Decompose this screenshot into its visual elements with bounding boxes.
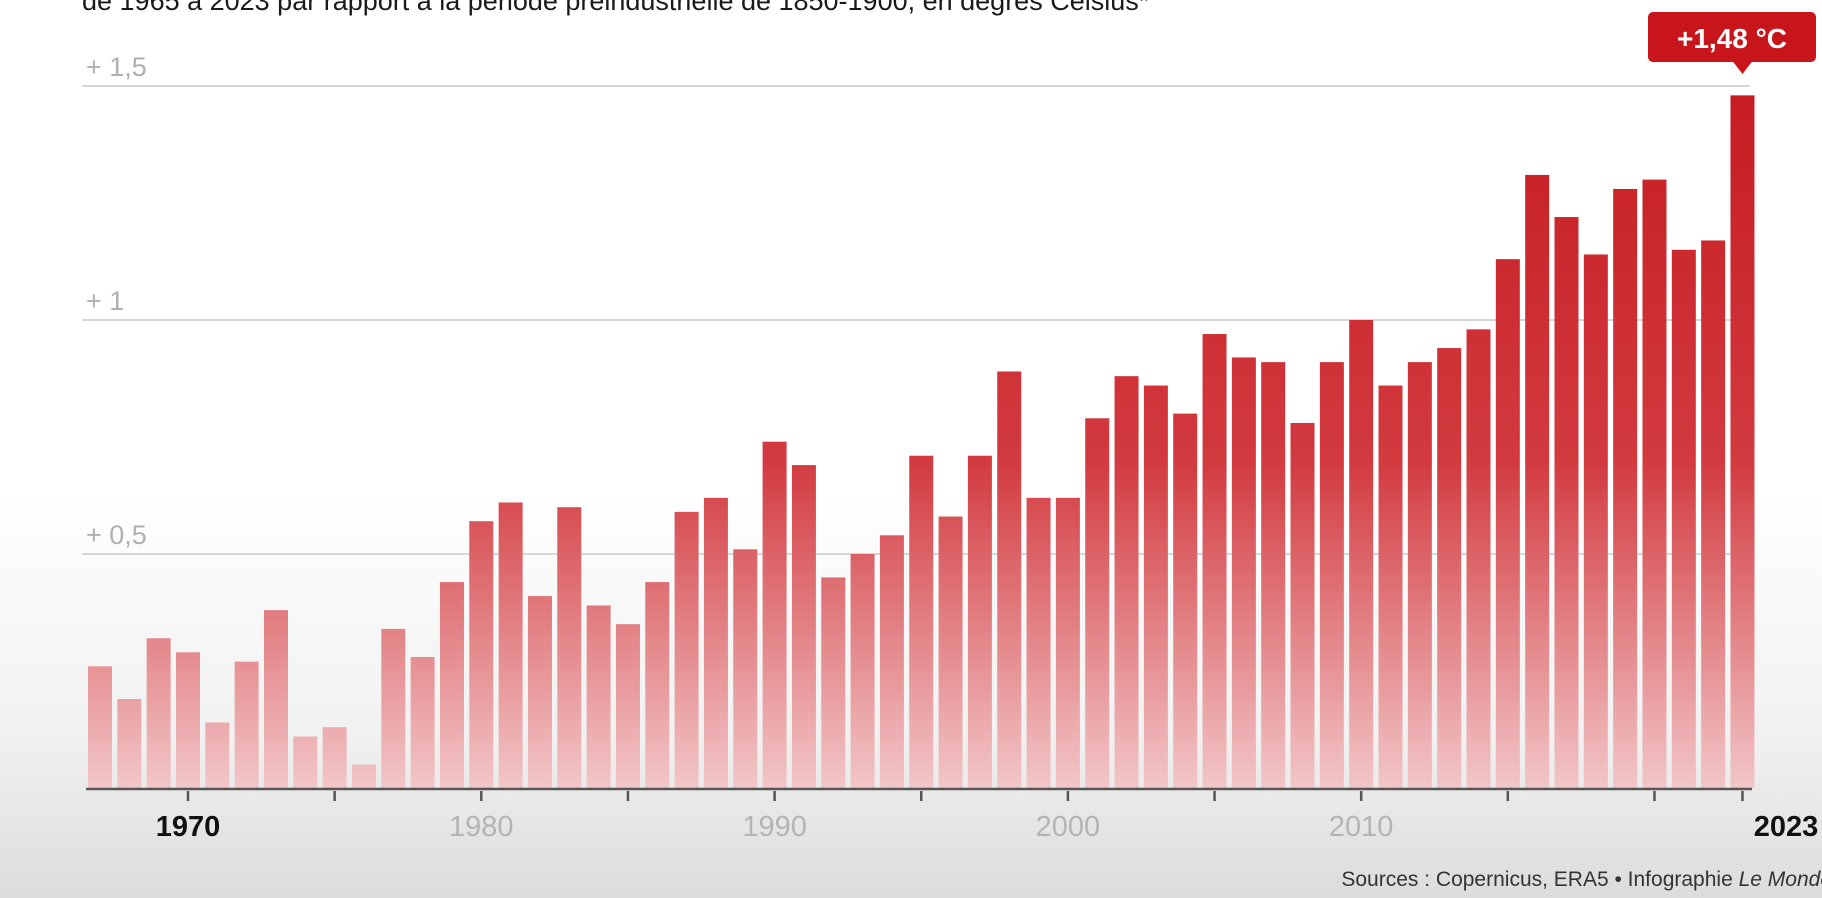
bar-1999	[1026, 497, 1051, 788]
y-tick-label: + 1,5	[86, 52, 147, 82]
x-tick-label: 1980	[449, 811, 514, 843]
bar-1998	[997, 371, 1022, 788]
bar-2012	[1407, 362, 1432, 788]
bar-1979	[439, 582, 464, 788]
x-tick-label: 1970	[156, 811, 221, 843]
x-tick-label: 2010	[1329, 811, 1394, 843]
source-credit: Sources : Copernicus, ERA5 • Infographie…	[1341, 868, 1822, 892]
bar-2015	[1495, 259, 1520, 788]
bars	[88, 95, 1755, 789]
bar-1967	[88, 666, 112, 788]
bar-2010	[1349, 320, 1374, 788]
y-tick-label: + 0,5	[86, 520, 147, 550]
publisher-name: Le Monde	[1738, 868, 1822, 891]
highlight-badge: +1,48 °C	[1648, 12, 1816, 74]
bar-1969	[146, 638, 171, 788]
bar-1978	[410, 656, 435, 788]
bar-2013	[1437, 348, 1462, 788]
bar-1994	[879, 535, 904, 788]
bar-2002	[1114, 376, 1139, 788]
x-tick-label: 2023	[1754, 811, 1819, 843]
bar-1968	[117, 699, 142, 788]
bar-2023	[1730, 95, 1755, 789]
bar-2006	[1231, 357, 1256, 788]
badge-box	[1648, 12, 1816, 62]
bar-1981	[498, 502, 523, 788]
bar-1986	[645, 582, 670, 788]
bar-1993	[850, 554, 875, 788]
badge-pointer	[1732, 61, 1753, 74]
bar-2005	[1202, 334, 1227, 788]
bar-1984	[586, 605, 611, 788]
bar-1985	[615, 624, 640, 788]
bar-2001	[1085, 418, 1110, 788]
bar-1996	[938, 516, 963, 788]
bar-2003	[1143, 385, 1168, 788]
bar-1970	[175, 652, 200, 788]
bar-1983	[557, 507, 582, 788]
bar-2014	[1466, 329, 1491, 788]
bar-1991	[791, 465, 816, 788]
bar-1974	[293, 736, 318, 788]
bar-2020	[1642, 179, 1667, 789]
bar-2004	[1173, 413, 1198, 788]
x-axis	[86, 787, 1752, 801]
axis-labels: 1970 1980 1990 2000 2010 2023	[156, 811, 1819, 843]
chart-subtitle: de 1965 à 2023 par rapport à la période …	[82, 0, 1150, 16]
bar-1976	[351, 764, 376, 788]
bar-2009	[1319, 362, 1344, 788]
bar-1995	[909, 455, 934, 788]
x-tick-label: 1990	[742, 811, 807, 843]
bar-1980	[469, 521, 494, 788]
x-tick-label: 2000	[1036, 811, 1101, 843]
bar-1989	[733, 549, 758, 788]
bar-1972	[234, 661, 259, 788]
bar-2011	[1378, 385, 1403, 788]
bar-1975	[322, 727, 347, 788]
bar-1987	[674, 511, 699, 788]
bar-2007	[1261, 362, 1286, 788]
bar-2008	[1290, 422, 1315, 788]
bar-2000	[1055, 497, 1080, 788]
badge-label: +1,48 °C	[1677, 23, 1787, 54]
y-tick-label: + 1	[86, 286, 124, 316]
bar-1973	[263, 610, 288, 788]
bar-1997	[967, 455, 992, 788]
bar-1977	[381, 628, 406, 788]
source-text: Sources : Copernicus, ERA5 • Infographie	[1341, 868, 1739, 891]
bar-1971	[205, 722, 230, 788]
bar-2016	[1525, 174, 1550, 789]
bar-2021	[1671, 249, 1696, 789]
bar-1990	[762, 441, 787, 788]
bar-2018	[1583, 254, 1608, 789]
bar-2022	[1701, 240, 1726, 788]
bar-1982	[527, 596, 552, 788]
bar-1988	[703, 497, 728, 788]
bar-2017	[1554, 217, 1579, 789]
bar-1992	[821, 577, 846, 788]
bar-2019	[1613, 188, 1638, 788]
